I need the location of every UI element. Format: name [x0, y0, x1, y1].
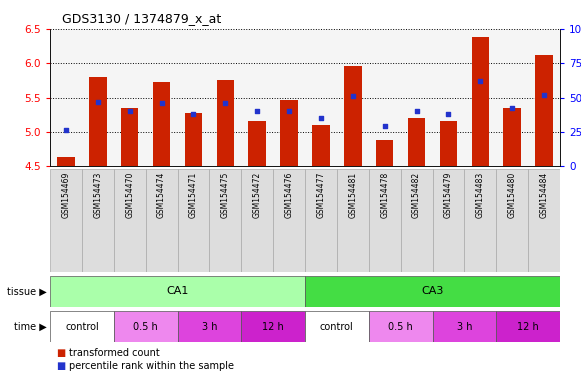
Text: CA1: CA1: [166, 286, 189, 296]
Text: GSM154481: GSM154481: [349, 172, 357, 218]
Bar: [369, 169, 401, 272]
Bar: [50, 169, 82, 272]
Text: GSM154471: GSM154471: [189, 172, 198, 218]
Bar: [432, 169, 464, 272]
Text: GSM154475: GSM154475: [221, 172, 230, 218]
Bar: [241, 311, 305, 342]
Bar: [344, 66, 361, 166]
Text: GSM154476: GSM154476: [285, 172, 293, 218]
Text: GSM154478: GSM154478: [380, 172, 389, 218]
Bar: [408, 118, 425, 166]
Bar: [249, 121, 266, 166]
Point: [476, 78, 485, 84]
Bar: [121, 108, 138, 166]
Point: [316, 115, 325, 121]
Text: GSM154483: GSM154483: [476, 172, 485, 218]
Text: control: control: [65, 321, 99, 331]
Point: [412, 108, 421, 114]
Bar: [496, 169, 528, 272]
Bar: [369, 311, 432, 342]
Text: transformed count: transformed count: [69, 348, 159, 358]
Text: GSM154472: GSM154472: [253, 172, 261, 218]
Text: GSM154474: GSM154474: [157, 172, 166, 218]
Bar: [337, 169, 369, 272]
Point: [61, 127, 70, 134]
Bar: [241, 169, 273, 272]
Bar: [209, 169, 241, 272]
Bar: [50, 311, 114, 342]
Text: tissue ▶: tissue ▶: [8, 286, 47, 296]
Text: CA3: CA3: [421, 286, 444, 296]
Bar: [528, 169, 560, 272]
Text: 12 h: 12 h: [262, 321, 284, 331]
Point: [380, 123, 389, 129]
Point: [285, 108, 294, 114]
Point: [221, 100, 230, 106]
Bar: [312, 125, 329, 166]
Point: [189, 111, 198, 117]
Text: ■: ■: [56, 361, 65, 371]
Bar: [89, 77, 106, 166]
Bar: [305, 311, 369, 342]
Bar: [496, 311, 560, 342]
Bar: [146, 169, 178, 272]
Bar: [503, 108, 521, 166]
Text: 3 h: 3 h: [457, 321, 472, 331]
Bar: [535, 55, 553, 166]
Bar: [305, 169, 337, 272]
Bar: [185, 113, 202, 166]
Text: 0.5 h: 0.5 h: [133, 321, 158, 331]
Point: [508, 105, 517, 111]
Bar: [114, 169, 146, 272]
Point: [348, 93, 357, 99]
Text: time ▶: time ▶: [15, 321, 47, 331]
Bar: [472, 37, 489, 166]
Bar: [432, 311, 496, 342]
Text: 3 h: 3 h: [202, 321, 217, 331]
Point: [157, 100, 166, 106]
Bar: [178, 311, 241, 342]
Text: GSM154477: GSM154477: [317, 172, 325, 218]
Bar: [178, 169, 209, 272]
Text: GSM154473: GSM154473: [94, 172, 102, 218]
Bar: [50, 276, 305, 307]
Point: [93, 99, 102, 105]
Bar: [82, 169, 114, 272]
Point: [253, 108, 262, 114]
Point: [539, 92, 548, 98]
Bar: [401, 169, 432, 272]
Text: GDS3130 / 1374879_x_at: GDS3130 / 1374879_x_at: [62, 12, 221, 25]
Bar: [305, 276, 560, 307]
Point: [444, 111, 453, 117]
Text: percentile rank within the sample: percentile rank within the sample: [69, 361, 234, 371]
Text: 12 h: 12 h: [517, 321, 539, 331]
Bar: [217, 80, 234, 166]
Bar: [280, 100, 298, 166]
Bar: [376, 140, 393, 166]
Text: 0.5 h: 0.5 h: [388, 321, 413, 331]
Text: GSM154479: GSM154479: [444, 172, 453, 218]
Text: GSM154470: GSM154470: [125, 172, 134, 218]
Text: ■: ■: [56, 348, 65, 358]
Text: GSM154482: GSM154482: [412, 172, 421, 218]
Bar: [440, 121, 457, 166]
Text: GSM154480: GSM154480: [508, 172, 517, 218]
Bar: [57, 157, 75, 166]
Bar: [464, 169, 496, 272]
Text: GSM154484: GSM154484: [540, 172, 548, 218]
Text: control: control: [320, 321, 354, 331]
Bar: [153, 83, 170, 166]
Point: [125, 108, 134, 114]
Bar: [273, 169, 305, 272]
Bar: [114, 311, 178, 342]
Text: GSM154469: GSM154469: [62, 172, 70, 218]
